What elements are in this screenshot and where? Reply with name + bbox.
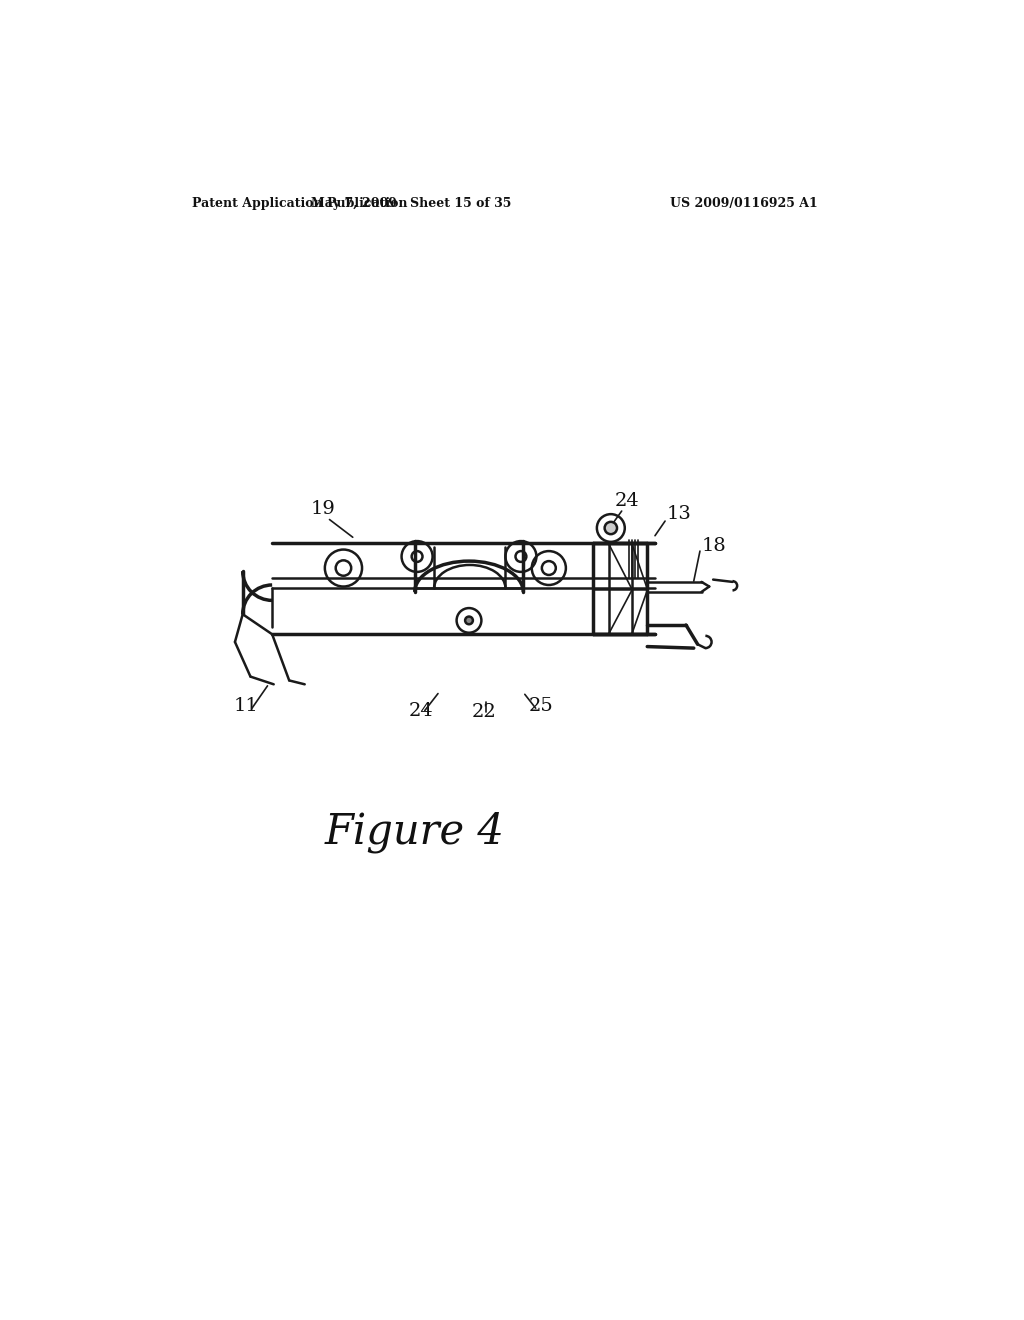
- Text: 18: 18: [701, 537, 726, 556]
- Text: 25: 25: [528, 697, 553, 715]
- Text: Figure 4: Figure 4: [325, 812, 505, 853]
- Text: Patent Application Publication: Patent Application Publication: [191, 197, 408, 210]
- Text: 11: 11: [233, 697, 258, 715]
- Text: US 2009/0116925 A1: US 2009/0116925 A1: [671, 197, 818, 210]
- Text: May 7, 2009   Sheet 15 of 35: May 7, 2009 Sheet 15 of 35: [310, 197, 511, 210]
- Circle shape: [465, 616, 473, 624]
- Circle shape: [604, 521, 617, 535]
- Text: 24: 24: [409, 702, 433, 719]
- Text: 22: 22: [472, 704, 497, 722]
- Text: 13: 13: [667, 504, 691, 523]
- Text: 19: 19: [311, 500, 336, 519]
- Text: 24: 24: [614, 492, 639, 511]
